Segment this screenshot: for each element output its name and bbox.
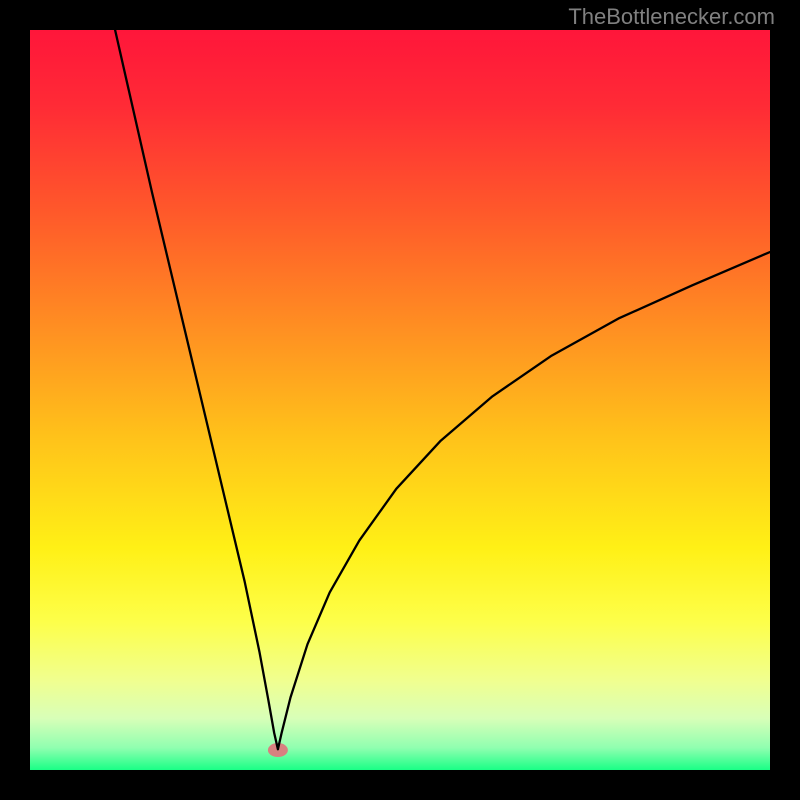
watermark-text: TheBottlenecker.com bbox=[568, 4, 775, 30]
chart-svg bbox=[30, 30, 770, 770]
bottleneck-chart bbox=[30, 30, 770, 770]
